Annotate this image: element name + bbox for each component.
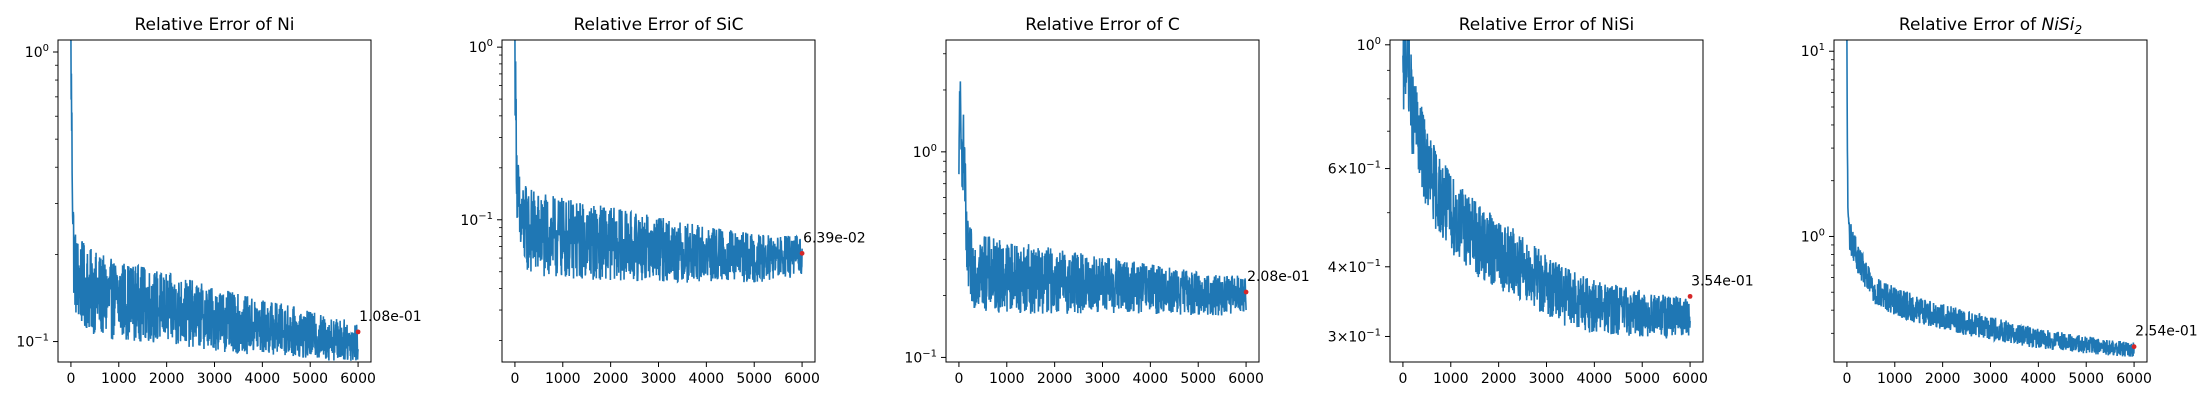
x-tick-label: 3000: [1973, 371, 2009, 387]
final-point-marker: [1243, 289, 1249, 295]
x-tick-label: 5000: [1180, 371, 1216, 387]
x-tick-label: 4000: [1133, 371, 1169, 387]
axes-frame: [501, 39, 816, 363]
x-tick-label: 3000: [197, 371, 233, 387]
y-tick-label: 100: [913, 143, 937, 161]
subplot-2: 6.39e-02 0 1000 2000 3000 4000 5000 6000 100 10−1…: [460, 15, 865, 387]
series-line: [958, 81, 1247, 316]
final-value-annotation: 2.08e-01: [1247, 269, 1310, 285]
subplot-1: 1.08e-01 0 1000 2000 3000 4000 5000 6000 100 10−1…: [16, 15, 421, 387]
x-tick-label: 2000: [1925, 371, 1961, 387]
y-tick-label: 100: [1801, 227, 1825, 245]
y-tick-label: 100: [469, 38, 493, 56]
x-tick-label: 0: [1398, 371, 1407, 387]
subplot-3: 2.08e-01 0 1000 2000 3000 4000 5000 6000 100 10−1…: [904, 15, 1309, 387]
x-tick-label: 4000: [2021, 371, 2057, 387]
x-tick-label: 0: [510, 371, 519, 387]
final-point-marker: [1687, 293, 1693, 299]
x-tick-label: 4000: [689, 371, 725, 387]
x-tick-label: 4000: [1577, 371, 1613, 387]
x-tick-label: 2000: [593, 371, 629, 387]
subplot-5: 2.54e-01 0 1000 2000 3000 4000 5000 6000 101 100 R…: [1801, 15, 2198, 387]
final-point-marker: [355, 329, 361, 335]
x-tick-label: 1000: [101, 371, 137, 387]
x-tick-label: 3000: [641, 371, 677, 387]
final-value-annotation: 1.08e-01: [359, 309, 422, 325]
final-value-annotation: 6.39e-02: [803, 230, 866, 246]
x-tick-label: 3000: [1085, 371, 1121, 387]
y-tick-label: 10−1: [460, 211, 493, 229]
x-tick-label: 1000: [1433, 371, 1469, 387]
x-tick-label: 2000: [1481, 371, 1517, 387]
x-tick-label: 0: [1842, 371, 1851, 387]
series-line: [514, 40, 803, 284]
x-tick-label: 0: [66, 371, 75, 387]
final-value-annotation: 3.54e-01: [1691, 273, 1754, 289]
x-tick-label: 4000: [245, 371, 281, 387]
series-line: [1846, 40, 2135, 357]
subplot-4: 3.54e-01 0 1000 2000 3000 4000 5000 6000 100 6×10…: [1328, 15, 1754, 387]
x-tick-label: 5000: [736, 371, 772, 387]
x-tick-label: 5000: [2068, 371, 2104, 387]
x-tick-label: 5000: [292, 371, 328, 387]
x-tick-label: 6000: [340, 371, 376, 387]
x-tick-label: 2000: [149, 371, 185, 387]
x-tick-label: 3000: [1529, 371, 1565, 387]
x-tick-label: 6000: [784, 371, 820, 387]
y-tick-label: 3×10−1: [1328, 327, 1381, 345]
y-tick-label: 101: [1801, 42, 1825, 60]
chart-title: Relative Error of C: [1025, 15, 1179, 35]
x-tick-label: 6000: [1228, 371, 1264, 387]
series-line: [1402, 40, 1691, 339]
x-tick-label: 5000: [1624, 371, 1660, 387]
x-tick-label: 6000: [2116, 371, 2152, 387]
y-tick-label: 6×10−1: [1328, 160, 1381, 178]
final-point-marker: [2131, 344, 2137, 350]
series-line: [70, 40, 359, 361]
y-tick-label: 10−1: [904, 348, 937, 366]
axes-frame: [1833, 39, 2148, 363]
final-point-marker: [799, 250, 805, 256]
x-tick-label: 1000: [1877, 371, 1913, 387]
chart-title: Relative Error of NiSi: [1459, 15, 1635, 35]
x-tick-label: 1000: [545, 371, 581, 387]
chart-title: Relative Error of SiC: [574, 15, 744, 35]
y-tick-label: 100: [25, 43, 49, 61]
final-value-annotation: 2.54e-01: [2135, 324, 2198, 340]
x-tick-label: 2000: [1037, 371, 1073, 387]
y-tick-label: 4×10−1: [1328, 258, 1381, 276]
x-tick-label: 0: [954, 371, 963, 387]
y-tick-label: 10−1: [16, 333, 49, 351]
y-tick-label: 100: [1357, 36, 1381, 54]
x-tick-label: 1000: [989, 371, 1025, 387]
x-tick-label: 6000: [1672, 371, 1708, 387]
chart-title: Relative Error of NiSi2: [1899, 15, 2082, 37]
chart-title: Relative Error of Ni: [134, 15, 294, 35]
